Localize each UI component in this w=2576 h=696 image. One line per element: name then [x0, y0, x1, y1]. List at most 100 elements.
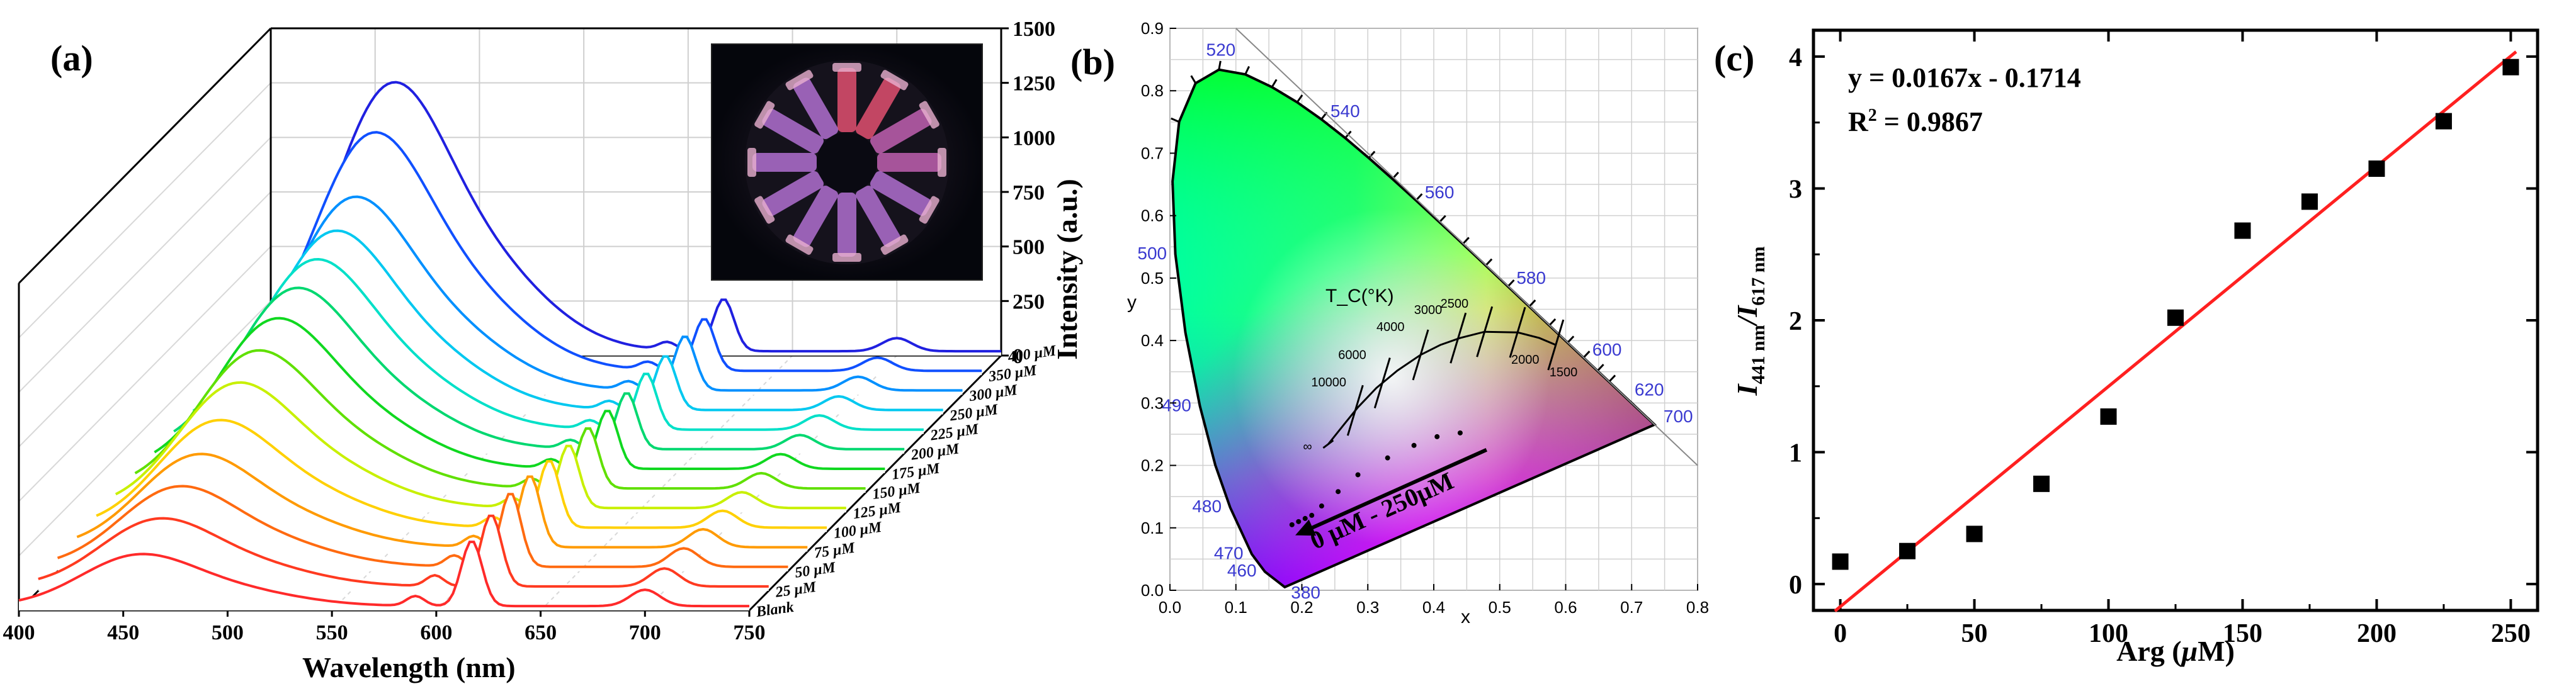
data-point: [1832, 553, 1849, 570]
vial-cap: [754, 101, 775, 129]
cct-label: 2000: [1511, 353, 1540, 367]
data-point: [1966, 525, 1983, 542]
locus-tick: [1608, 374, 1616, 383]
chromaticity-point: [1336, 489, 1341, 495]
z-tick-label: 1000: [1013, 126, 1055, 150]
isotherm-line: [1450, 312, 1467, 364]
spectral-locus-ticks: [1171, 60, 1616, 383]
x-tick-label: 500: [212, 621, 244, 644]
grid-line: [18, 245, 271, 502]
data-point: [2033, 475, 2050, 492]
vial-cap: [785, 234, 814, 255]
chromaticity-point: [1296, 519, 1302, 524]
locus-tick: [1190, 75, 1197, 84]
chromaticity-point: [1309, 512, 1315, 518]
locus-tick: [1567, 335, 1575, 344]
wavelength-label: 470: [1214, 543, 1244, 563]
vial-cap: [832, 63, 861, 72]
fit-equation: y = 0.0167x - 0.1714: [1848, 62, 2081, 93]
vial: [762, 108, 824, 154]
cie-x-tick-label: 0.5: [1489, 598, 1511, 617]
isotherm-line: [1547, 319, 1565, 371]
series-label: 125 μM: [852, 500, 903, 523]
cie-y-tick-label: 0.6: [1141, 206, 1164, 225]
vial-ring: [747, 63, 946, 262]
wavelength-label: 620: [1635, 379, 1664, 399]
vial: [837, 68, 856, 132]
x-tick-label: 650: [525, 621, 557, 644]
series-label: 350 μM: [987, 362, 1038, 385]
vial: [837, 193, 856, 257]
vial: [752, 153, 817, 172]
chromaticity-point: [1457, 430, 1463, 435]
c-y-tick-label: 0: [1789, 571, 1802, 600]
c-y-tick-label: 3: [1789, 175, 1802, 204]
planckian-locus: [1322, 306, 1565, 449]
cie-x-tick-label: 0.0: [1159, 598, 1181, 617]
data-point: [2234, 222, 2251, 239]
curve-mask-1: [38, 515, 769, 591]
vial: [855, 185, 901, 247]
vial: [877, 153, 941, 172]
wavelength-label: 540: [1331, 101, 1360, 121]
r2-base: R: [1848, 106, 1869, 137]
spectrum-blank: [18, 541, 749, 608]
locus-tick: [1596, 364, 1604, 372]
spectrum-100-μm: [96, 418, 827, 529]
cct-label: 3000: [1414, 303, 1443, 317]
x-tick-label: 700: [629, 621, 661, 644]
panel-a-intensity-ticks: 0 250 500 750 1000 1250 1500: [1001, 18, 1055, 368]
data-point: [2167, 309, 2184, 326]
vial: [793, 77, 839, 140]
cie-y-tick-label: 0.4: [1141, 331, 1164, 350]
vial: [793, 185, 839, 247]
axis-line: [748, 354, 1002, 612]
vial-cap: [919, 196, 939, 224]
cie-y-tick-label: 0.1: [1141, 519, 1164, 537]
data-point: [2100, 408, 2117, 425]
cct-label: 2500: [1441, 297, 1469, 311]
c-y-tick-label: 1: [1789, 439, 1802, 468]
xlabel-mu: μ: [2181, 635, 2198, 667]
vial: [870, 171, 932, 216]
vial-cap: [938, 148, 946, 177]
chromaticity-point: [1385, 455, 1390, 461]
locus-tick: [1171, 117, 1180, 123]
x-tick-label: 450: [107, 621, 139, 644]
cie-y-tick-label: 0.2: [1141, 456, 1164, 475]
panel-a-label: (a): [50, 38, 93, 79]
vial-cap: [880, 234, 909, 255]
xlabel-pre: Arg (: [2116, 635, 2181, 667]
wavelength-label: 700: [1664, 407, 1693, 426]
ylabel-sub2: 617 nm: [1748, 247, 1769, 306]
vial-cap: [919, 101, 939, 129]
z-tick-label: 750: [1013, 181, 1045, 205]
cie-y-tick-label: 0.9: [1141, 19, 1164, 38]
vials-photo-inset: [711, 43, 983, 281]
c-y-tick-label: 4: [1789, 43, 1802, 72]
spectrum-225-μm: [192, 257, 924, 431]
panel-c-y-axis-title: I441 nm/I617 nm: [1731, 247, 1769, 396]
cie-y-tick-label: 0.3: [1141, 393, 1164, 412]
wavelength-label: 560: [1425, 182, 1455, 202]
c-x-tick-label: 250: [2491, 619, 2531, 648]
x-tick-label: 550: [316, 621, 348, 644]
locus-tick: [1296, 94, 1303, 103]
c-x-tick-label: 150: [2223, 619, 2262, 648]
chromaticity-point: [1411, 442, 1417, 448]
z-tick-label: 250: [1013, 290, 1045, 313]
fit-r-squared: R2 = 0.9867: [1848, 106, 1983, 137]
series-label: 150 μM: [871, 480, 922, 503]
c-x-tick-label: 0: [1834, 619, 1847, 648]
c-x-tick-label: 50: [1961, 619, 1988, 648]
panel-c-ticks: 0 50 100 150 200 250 0 1 2 3 4: [1789, 30, 2538, 648]
locus-tick: [1507, 279, 1515, 288]
wavelength-label: 500: [1137, 244, 1167, 263]
spectrum-25-μm: [38, 514, 769, 588]
spectrum-50-μm: [57, 485, 788, 568]
grid-line: [18, 137, 271, 393]
cct-label: 6000: [1338, 349, 1366, 362]
cie-x-axis-title: x: [1461, 607, 1470, 627]
panel-c-ratio-plot: (c) 0 50 100 150 200 250 0 1 2 3 4 y = 0.0167x - 0…: [1714, 28, 2539, 667]
